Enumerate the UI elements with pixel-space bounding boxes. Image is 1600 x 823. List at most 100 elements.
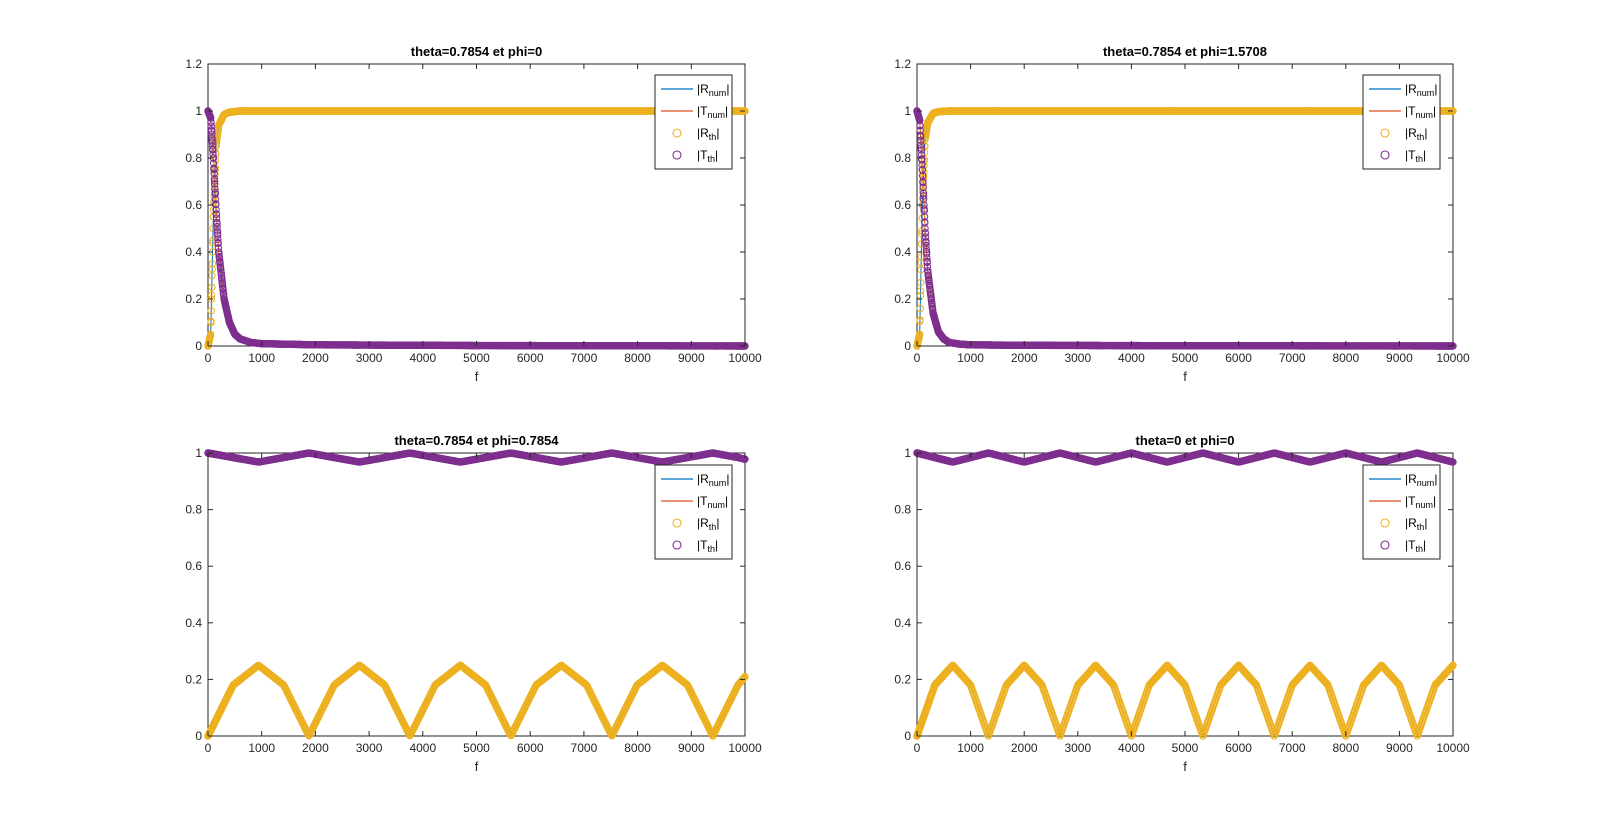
y-tick-label: 0 <box>195 339 202 353</box>
x-tick-label: 0 <box>205 351 212 365</box>
series-marker <box>215 253 223 261</box>
legend-label-subscript: th <box>709 132 717 142</box>
series-marker <box>209 146 217 154</box>
y-tick-label: 0.8 <box>894 151 911 165</box>
series-marker <box>219 288 228 296</box>
series-marker <box>216 264 225 273</box>
x-tick-label: 9000 <box>678 351 705 365</box>
series-tth <box>913 107 1457 350</box>
series-marker <box>218 281 227 289</box>
series-marker <box>923 254 931 262</box>
series-marker <box>915 116 924 125</box>
series-marker <box>919 183 927 192</box>
series-marker <box>923 258 931 267</box>
series-marker <box>213 222 221 231</box>
y-tick-label: 1.2 <box>894 57 911 71</box>
legend: |Rnum||Tnum||Rth||Tth| <box>1362 74 1441 170</box>
x-tick-label: 8000 <box>1332 351 1359 365</box>
y-tick-label: 0.4 <box>185 245 202 259</box>
x-tick-label: 1000 <box>957 351 984 365</box>
series-marker <box>916 287 925 295</box>
series-marker <box>218 276 226 284</box>
series-marker <box>207 307 215 315</box>
series-marker <box>207 122 215 130</box>
series-marker <box>918 171 927 180</box>
series-marker <box>209 159 218 167</box>
series-marker <box>210 174 219 183</box>
series-marker <box>219 283 227 291</box>
x-tick-label: 10000 <box>1436 351 1470 365</box>
y-tick-label: 0 <box>904 339 911 353</box>
legend-label-close: | <box>725 104 728 118</box>
series-marker <box>206 330 215 338</box>
series-marker <box>917 141 925 149</box>
series-marker <box>217 274 226 282</box>
series-marker <box>210 177 219 185</box>
x-tick-label: 10000 <box>728 351 762 365</box>
series-marker <box>919 189 928 197</box>
series-marker <box>207 118 215 126</box>
legend-item-tnum: |Tnum| <box>1369 104 1436 120</box>
series-marker <box>207 318 215 327</box>
x-tick-label: 9000 <box>1386 351 1413 365</box>
series-marker <box>217 271 226 280</box>
series-marker <box>916 131 925 139</box>
legend-label: |Rnum| <box>697 82 729 98</box>
legend-label-subscript: num <box>1417 88 1435 98</box>
series-marker <box>209 224 217 233</box>
series-marker <box>219 285 227 294</box>
x-tick-label: 4000 <box>1118 351 1145 365</box>
legend-label: |Rnum| <box>1405 82 1437 98</box>
series-marker <box>218 278 226 287</box>
series-marker <box>212 214 221 222</box>
legend-label: |Rth| <box>697 126 719 142</box>
legend-label: |Tth| <box>697 148 718 164</box>
y-tick-label: 1 <box>904 104 911 118</box>
y-tick-label: 0.6 <box>894 198 911 212</box>
series-marker <box>210 169 218 178</box>
series-marker <box>214 235 222 244</box>
plot-area <box>204 449 749 740</box>
legend-label-subscript: th <box>1417 132 1425 142</box>
plot-area <box>204 107 749 350</box>
series-marker <box>922 241 930 250</box>
series-marker <box>920 195 928 203</box>
series-marker <box>917 136 925 144</box>
series-marker <box>210 164 218 173</box>
series-marker <box>209 239 217 247</box>
subplot-1: 0 1000 2000 3000 4000 5000 6000 7000 8000 9000 100… <box>185 44 762 384</box>
series-marker <box>207 126 216 134</box>
legend-box <box>654 74 733 170</box>
legend-label-subscript: num <box>707 110 725 120</box>
series-marker <box>215 255 224 263</box>
series-marker <box>236 107 244 115</box>
legend-label-close: | <box>726 82 729 96</box>
series-marker <box>206 114 215 122</box>
series-marker <box>916 317 924 326</box>
series-marker <box>945 107 953 115</box>
legend-item-tth: |Tth| <box>672 148 718 164</box>
legend-label-close: | <box>1423 148 1426 162</box>
x-tick-label: 3000 <box>1064 351 1091 365</box>
chart-title: theta=0.7854 et phi=0 <box>411 44 543 59</box>
x-tick-label: 8000 <box>624 351 651 365</box>
series-marker <box>216 257 224 266</box>
y-tick-label: 1 <box>195 104 202 118</box>
x-tick-label: 0 <box>914 351 921 365</box>
series-marker <box>916 121 924 130</box>
x-tick-label: 7000 <box>571 351 598 365</box>
series-marker <box>916 126 924 134</box>
legend-marker-swatch <box>672 128 682 138</box>
legend-item-rth: |Rth| <box>672 126 719 142</box>
x-tick-label: 5000 <box>463 351 490 365</box>
legend-item-rnum: |Rnum| <box>1369 82 1437 98</box>
legend-item-tnum: |Tnum| <box>661 104 728 120</box>
legend-label-base: |T <box>1405 104 1416 118</box>
series-marker <box>208 283 216 291</box>
series-marker <box>211 180 219 188</box>
legend-label-close: | <box>1434 82 1437 96</box>
legend-label-subscript: th <box>1415 154 1423 164</box>
y-tick-label: 0.6 <box>185 198 202 212</box>
y-tick-label: 1.2 <box>185 57 202 71</box>
